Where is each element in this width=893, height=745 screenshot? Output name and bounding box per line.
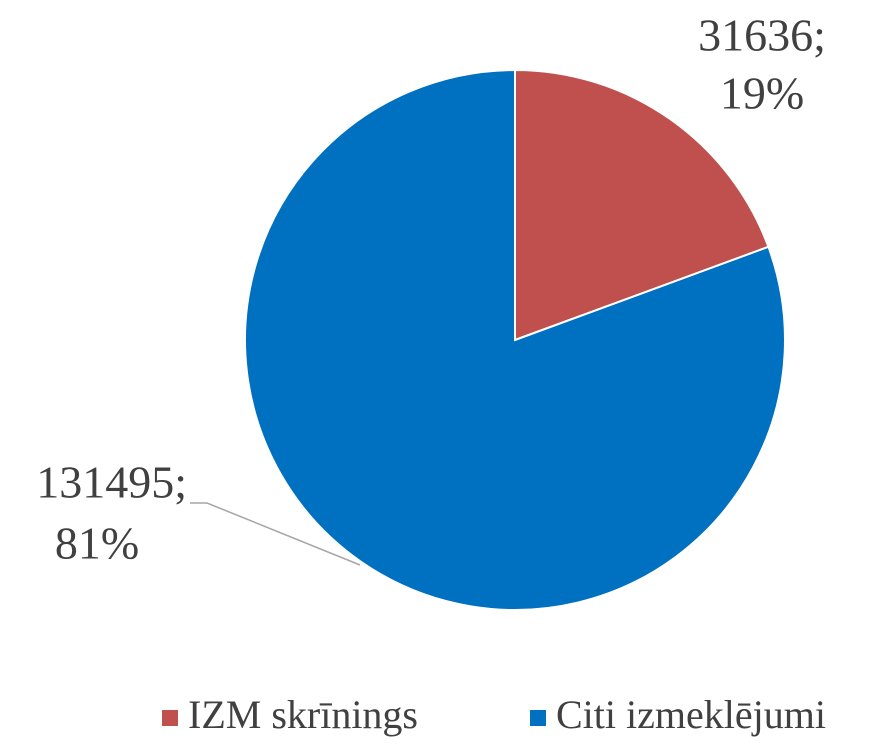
legend-label: Citi izmeklējumi (556, 692, 826, 737)
data-label-percent: 19% (720, 68, 804, 119)
legend-swatch (530, 710, 546, 726)
legend-swatch (162, 710, 178, 726)
data-label: 31636; (698, 10, 826, 61)
leader-line (190, 502, 361, 566)
legend-label: IZM skrīnings (188, 692, 418, 737)
data-label: 131495; (36, 457, 187, 508)
data-label-percent: 81% (55, 518, 139, 569)
pie-slice (514, 68, 770, 342)
pie-slice (244, 68, 786, 611)
